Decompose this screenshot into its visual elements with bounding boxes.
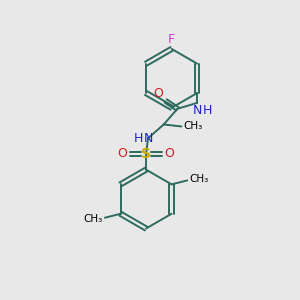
Text: CH₃: CH₃ (183, 122, 202, 131)
Text: CH₃: CH₃ (189, 174, 208, 184)
Text: O: O (153, 87, 163, 100)
Text: O: O (165, 147, 175, 161)
Text: CH₃: CH₃ (84, 214, 103, 224)
Text: F: F (168, 33, 175, 46)
Text: H: H (203, 104, 213, 117)
Text: O: O (118, 147, 128, 161)
Text: N: N (192, 104, 202, 117)
Text: S: S (141, 147, 151, 161)
Text: H: H (134, 132, 143, 145)
Text: N: N (143, 132, 153, 145)
